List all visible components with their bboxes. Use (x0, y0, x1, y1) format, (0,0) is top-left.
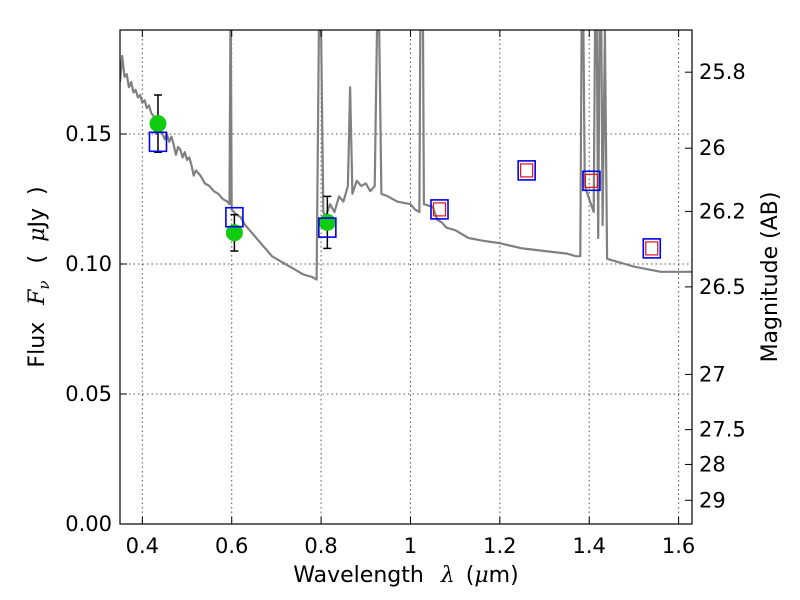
model-inner-square (645, 241, 659, 256)
x-tick-label: 1.6 (662, 534, 695, 558)
data-markers (148, 94, 662, 259)
x-tick-label: 1.2 (483, 534, 516, 558)
x-tick-label: 0.8 (304, 534, 337, 558)
observed-point (318, 213, 336, 231)
model-square (517, 160, 536, 181)
y-axis-unit-mu: μ (25, 228, 50, 242)
x-axis-unit-rest: m (489, 563, 510, 588)
y-axis-unit-rest: Jy (25, 208, 50, 230)
model-square (225, 206, 244, 228)
x-axis-unit-mu: μ (474, 563, 488, 588)
model-square (582, 170, 601, 192)
y-tick-labels: 0.00 0.05 0.10 0.15 (65, 122, 112, 536)
model-inner-square (432, 202, 447, 217)
x-tick-label: 1 (404, 534, 417, 558)
y-tick-label: 0.05 (65, 382, 112, 406)
x-tick-label: 0.6 (215, 534, 248, 558)
y-axis-label-prefix: Flux (25, 322, 50, 368)
y2-tick-label: 28 (699, 452, 726, 476)
y2-axis-label: Magnitude (AB) (758, 192, 783, 363)
y2-tick-label: 26 (699, 136, 726, 160)
y-axis-open-paren: ( (25, 255, 50, 264)
y-axis-symbol: F (25, 289, 50, 306)
y-axis-subscript: ν (35, 280, 53, 289)
x-axis-close-paren: ) (510, 563, 519, 588)
plot-frame (119, 29, 693, 525)
model-square (318, 217, 337, 238)
y2-tick-label: 26.5 (699, 275, 746, 299)
y-axis-close-paren: ) (25, 186, 50, 195)
y2-tick-labels: 25.8 26 26.2 26.5 27 27.5 28 29 (699, 60, 746, 512)
observed-point (149, 115, 167, 133)
axis-ticks (120, 30, 692, 525)
y-tick-label: 0.10 (65, 252, 112, 276)
y2-tick-label: 27 (699, 362, 726, 386)
x-axis-label: Wavelength λ (μm) (293, 563, 518, 588)
model-inner-square (584, 173, 599, 188)
model-square (430, 199, 449, 220)
y-tick-label: 0.00 (65, 512, 112, 536)
y2-tick-label: 26.2 (699, 199, 746, 223)
model-square (642, 238, 662, 259)
x-tick-label: 1.4 (573, 534, 606, 558)
x-axis-symbol: λ (440, 563, 455, 588)
model-spectrum-line (120, 30, 692, 281)
model-square (148, 131, 168, 153)
y2-tick-label: 27.5 (699, 418, 746, 442)
x-axis-label-prefix: Wavelength (293, 563, 424, 588)
y-tick-label: 0.15 (65, 122, 112, 146)
model-inner-square (520, 163, 534, 178)
y2-tick-label: 25.8 (699, 60, 746, 84)
observed-point (225, 224, 243, 242)
y-axis-label: Flux Fν ( μJy ) (25, 186, 55, 367)
x-tick-label: 0.4 (126, 534, 159, 558)
x-axis-open-paren: ( (466, 563, 475, 588)
y2-tick-label: 29 (699, 488, 726, 512)
x-tick-labels: 0.4 0.6 0.8 1 1.2 1.4 1.6 (126, 534, 696, 558)
